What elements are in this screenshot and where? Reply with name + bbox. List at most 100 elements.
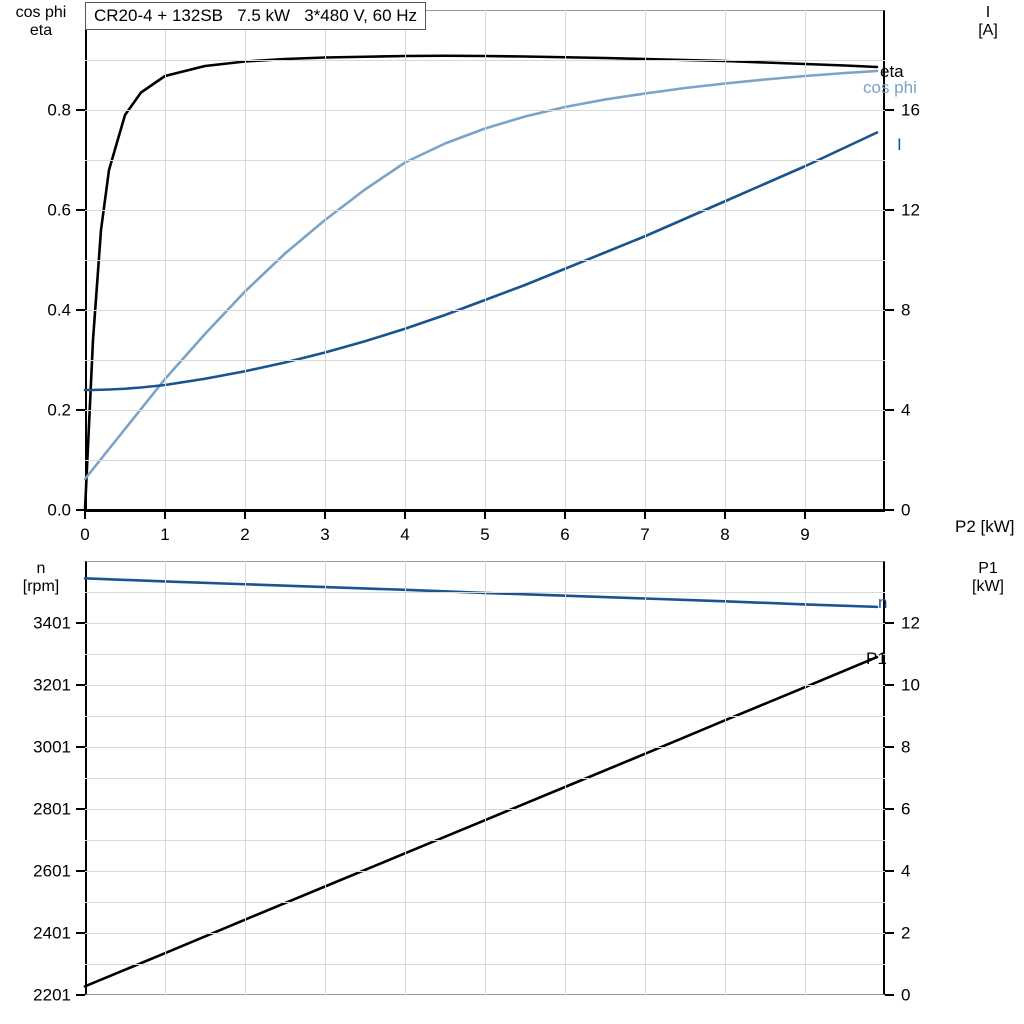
gridline-horizontal	[85, 260, 885, 261]
gridline-horizontal	[85, 840, 885, 841]
x-axis-tick-label: 6	[560, 525, 570, 544]
gridline-horizontal	[85, 60, 885, 61]
y-axis-tick-label: 3401	[33, 613, 71, 633]
y-axis-tick-label: 0.8	[47, 100, 71, 120]
gridline-horizontal	[85, 110, 885, 111]
y-axis-tick-label: 2801	[33, 799, 71, 819]
axis-tick-left	[76, 994, 85, 996]
y2-axis-tick-label: 12	[901, 613, 920, 633]
y2-axis-tick-label: 8	[901, 737, 911, 757]
axis-tick-bottom	[644, 510, 646, 519]
axis-tick-bottom	[404, 510, 406, 519]
gridline-horizontal	[85, 716, 885, 717]
x-axis-tick-label: 3	[320, 525, 330, 544]
axis-tick-bottom	[84, 510, 86, 519]
y2-axis-tick-label: 16	[901, 100, 920, 120]
y2-axis-tick-label: 4	[901, 400, 911, 420]
gridline-horizontal	[85, 809, 885, 810]
axis-tick-bottom	[724, 510, 726, 519]
gridline-horizontal	[85, 460, 885, 461]
series-line-eta	[83, 54, 879, 512]
axis-tick-right	[885, 932, 894, 934]
gridline-horizontal	[85, 933, 885, 934]
y-axis-tick-label: 0.0	[47, 500, 71, 520]
y-axis-tick-label: 3201	[33, 675, 71, 695]
x-axis-tick-label: 8	[720, 525, 730, 544]
gridline-horizontal	[85, 685, 885, 686]
series-line-P1	[83, 655, 879, 988]
axis-tick-left	[76, 746, 85, 748]
y2-axis-tick-label: 4	[901, 861, 911, 881]
y2-axis-tick-label: 0	[901, 985, 911, 1005]
axis-tick-right	[885, 109, 894, 111]
x-axis-tick-label: 9	[800, 525, 810, 544]
curve-label-eta: eta	[880, 62, 904, 81]
gridline-horizontal	[85, 210, 885, 211]
gridline-horizontal	[85, 310, 885, 311]
axis-tick-left	[76, 808, 85, 810]
gridline-horizontal	[85, 902, 885, 903]
series-line-I	[83, 131, 879, 392]
y-axis-tick-label: 2601	[33, 861, 71, 881]
axis-tick-right	[885, 409, 894, 411]
axis-tick-bottom	[324, 510, 326, 519]
y2-axis-tick-label: 2	[901, 923, 911, 943]
axis-tick-left	[76, 109, 85, 111]
axis-tick-left	[76, 622, 85, 624]
gridline-horizontal	[85, 964, 885, 965]
curve-label-cos-phi: cos phi	[863, 78, 917, 97]
series-line-cos-phi	[83, 69, 879, 481]
axis-tick-bottom	[244, 510, 246, 519]
axis-tick-left	[76, 684, 85, 686]
axis-tick-right	[885, 808, 894, 810]
axis-tick-right	[885, 622, 894, 624]
gridline-horizontal	[85, 747, 885, 748]
axis-tick-left	[76, 209, 85, 211]
y2-axis-tick-label: 10	[901, 675, 920, 695]
gridline-horizontal	[85, 778, 885, 779]
gridline-horizontal	[85, 592, 885, 593]
gridline-horizontal	[85, 623, 885, 624]
axis-tick-right	[885, 209, 894, 211]
y-axis-tick-label: 3001	[33, 737, 71, 757]
axis-tick-right	[885, 309, 894, 311]
y-axis-tick-label: 0.2	[47, 400, 71, 420]
axis-tick-bottom	[564, 510, 566, 519]
axis-tick-right	[885, 509, 894, 511]
curve-label-speed: n	[878, 593, 888, 612]
gridline-horizontal	[85, 410, 885, 411]
bottom-plot-area	[83, 561, 885, 995]
x-axis-tick-label: 5	[480, 525, 490, 544]
gridline-horizontal	[85, 160, 885, 161]
axis-tick-left	[76, 870, 85, 872]
y-axis-tick-label: 2401	[33, 923, 71, 943]
axis-tick-left	[76, 509, 85, 511]
axis-tick-left	[76, 409, 85, 411]
axis-tick-right	[885, 870, 894, 872]
y-axis-tick-label: 2201	[33, 985, 71, 1005]
x-axis-label: P2 [kW]	[955, 517, 1015, 536]
y-axis-tick-label: 0.4	[47, 300, 71, 320]
axis-tick-left	[76, 309, 85, 311]
top-left-axis-caption: cos phi eta	[15, 4, 67, 39]
bottom-left-axis-caption: n [rpm]	[22, 560, 60, 595]
axis-tick-right	[885, 994, 894, 996]
axis-tick-left	[76, 932, 85, 934]
gridline-horizontal	[85, 871, 885, 872]
x-axis-tick-label: 2	[240, 525, 250, 544]
axis-tick-right	[885, 684, 894, 686]
gridline-horizontal	[85, 360, 885, 361]
y2-axis-tick-label: 8	[901, 300, 911, 320]
x-axis-line	[85, 509, 885, 512]
top-right-axis-caption: I [A]	[978, 4, 998, 39]
axis-tick-bottom	[804, 510, 806, 519]
chart-title-box: CR20-4 + 132SB 7.5 kW 3*480 V, 60 Hz	[85, 2, 427, 30]
y-axis-tick-label: 0.6	[47, 200, 71, 220]
gridline-horizontal	[85, 654, 885, 655]
axis-tick-right	[885, 746, 894, 748]
top-plot-area	[83, 10, 885, 512]
axis-tick-bottom	[164, 510, 166, 519]
x-axis-tick-label: 1	[160, 525, 170, 544]
curve-label-current: I	[897, 135, 902, 154]
